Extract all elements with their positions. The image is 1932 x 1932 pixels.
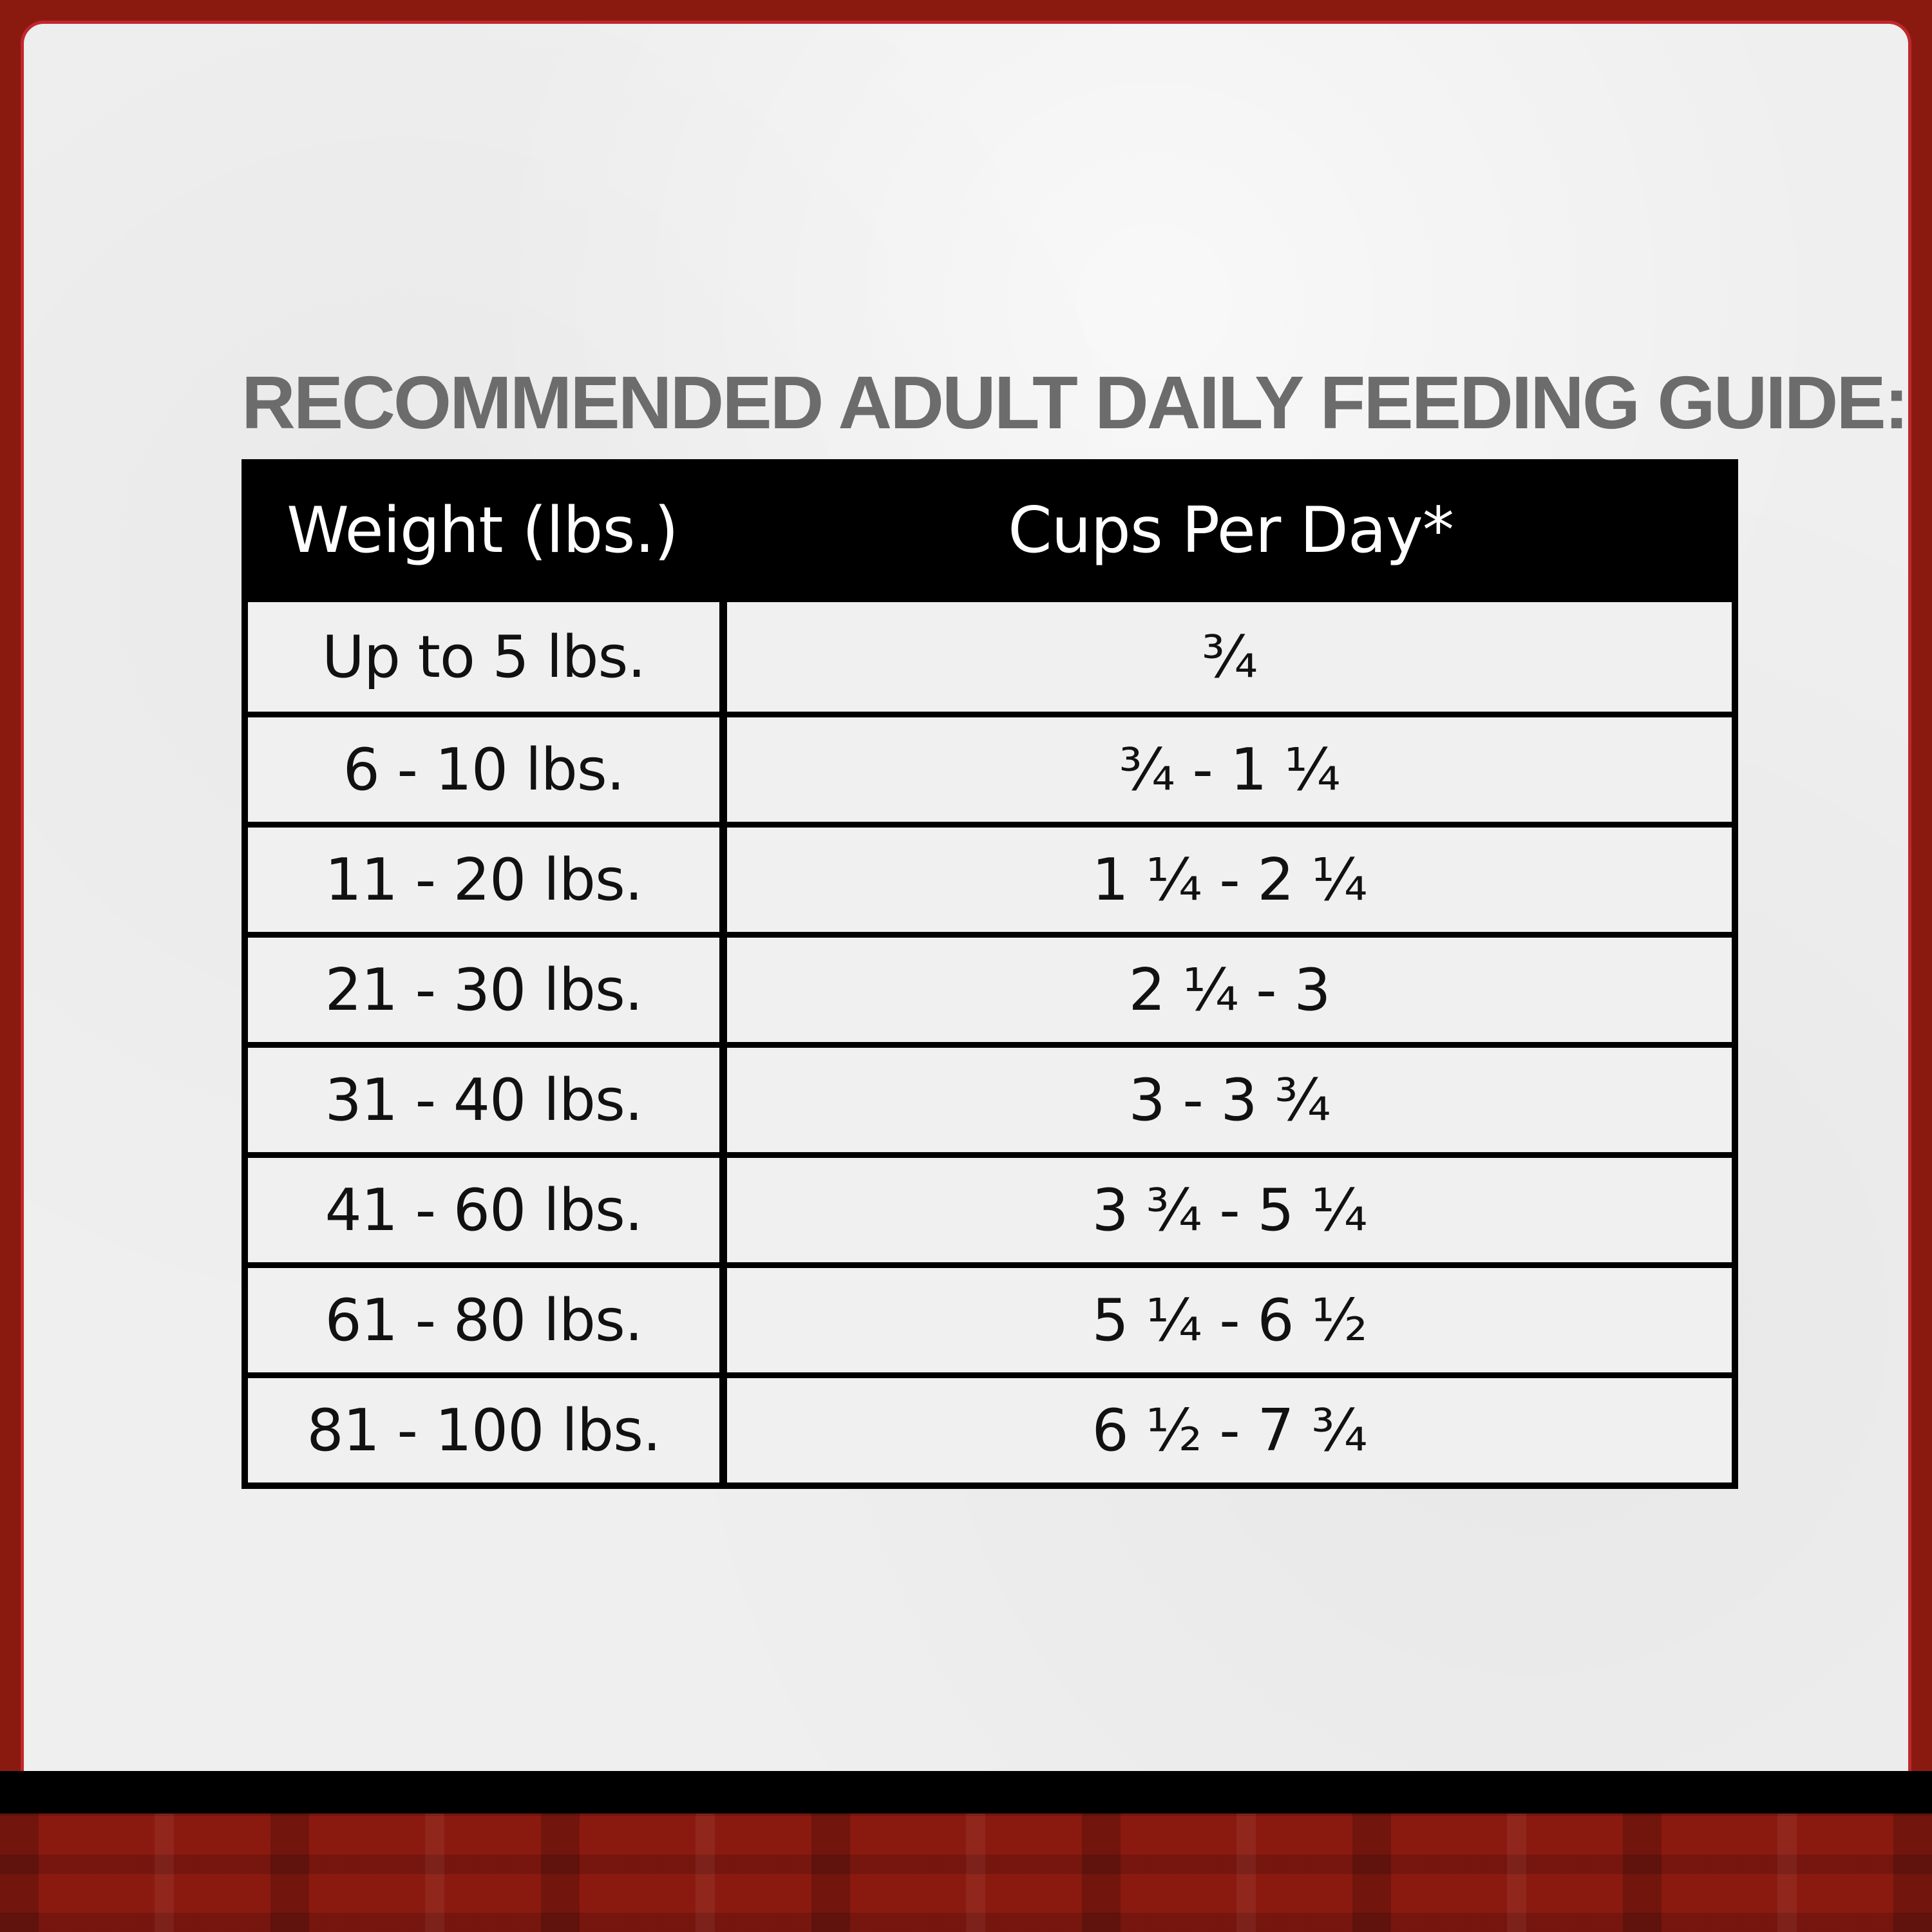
cups-cell: ¾ - 1 ¼ <box>1119 735 1340 804</box>
table-row: 31 - 40 lbs. 3 - 3 ¾ <box>248 1042 1732 1152</box>
footer-black-band <box>0 1771 1932 1814</box>
weight-cell: 81 - 100 lbs. <box>248 1378 727 1482</box>
weight-cell: 11 - 20 lbs. <box>248 828 727 932</box>
table-row: Up to 5 lbs. ¾ <box>248 602 1732 712</box>
weight-cell: Up to 5 lbs. <box>248 602 727 712</box>
table-row: 81 - 100 lbs. 6 ½ - 7 ¾ <box>248 1372 1732 1482</box>
cups-cell: ¾ <box>1201 623 1258 691</box>
weight-cell: 61 - 80 lbs. <box>248 1268 727 1372</box>
cups-cell: 1 ¼ - 2 ¼ <box>1092 846 1368 914</box>
feeding-guide-card: RECOMMENDED ADULT DAILY FEEDING GUIDE: W… <box>21 21 1911 1875</box>
cups-cell: 2 ¼ - 3 <box>1128 956 1331 1024</box>
feeding-table: Weight (lbs.) Cups Per Day* Up to 5 lbs.… <box>242 459 1738 1489</box>
header-weight: Weight (lbs.) <box>287 494 679 567</box>
weight-cell: 31 - 40 lbs. <box>248 1048 727 1152</box>
footer-plaid-band <box>0 1814 1932 1932</box>
cups-cell: 3 - 3 ¾ <box>1128 1066 1331 1134</box>
table-row: 11 - 20 lbs. 1 ¼ - 2 ¼ <box>248 822 1732 932</box>
cups-cell: 5 ¼ - 6 ½ <box>1092 1286 1368 1354</box>
table-row: 21 - 30 lbs. 2 ¼ - 3 <box>248 932 1732 1042</box>
cups-cell: 6 ½ - 7 ¾ <box>1092 1396 1368 1464</box>
header-cups-per-day: Cups Per Day* <box>1008 494 1454 567</box>
cups-cell: 3 ¾ - 5 ¼ <box>1092 1176 1368 1244</box>
table-row: 61 - 80 lbs. 5 ¼ - 6 ½ <box>248 1262 1732 1372</box>
weight-cell: 41 - 60 lbs. <box>248 1158 727 1262</box>
table-row: 6 - 10 lbs. ¾ - 1 ¼ <box>248 712 1732 822</box>
table-row: 41 - 60 lbs. 3 ¾ - 5 ¼ <box>248 1152 1732 1262</box>
table-header: Weight (lbs.) Cups Per Day* <box>242 459 1738 602</box>
weight-cell: 21 - 30 lbs. <box>248 938 727 1042</box>
weight-cell: 6 - 10 lbs. <box>248 717 727 822</box>
table-body: Up to 5 lbs. ¾ 6 - 10 lbs. ¾ - 1 ¼ 11 - … <box>242 602 1738 1489</box>
page-title: RECOMMENDED ADULT DAILY FEEDING GUIDE: <box>242 361 1908 444</box>
